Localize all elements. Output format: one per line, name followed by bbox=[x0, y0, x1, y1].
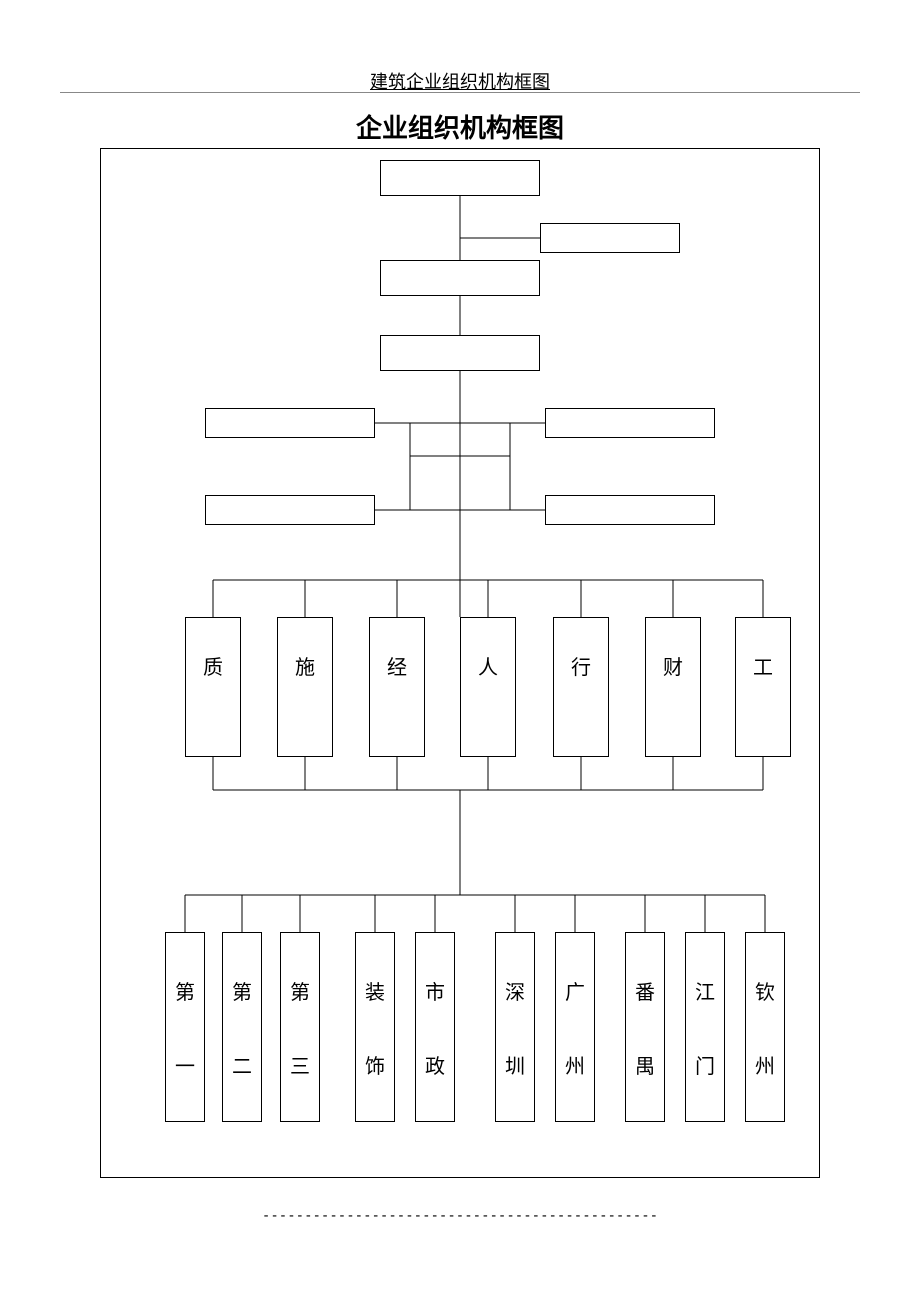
branch-label-2: 一 bbox=[175, 1050, 195, 1079]
branch-label-1: 番 bbox=[635, 976, 655, 1005]
branch-box-9: 钦州 bbox=[745, 932, 785, 1122]
node-top1 bbox=[380, 160, 540, 196]
branch-label-2: 三 bbox=[290, 1050, 310, 1079]
dept-box-1: 施 bbox=[277, 617, 333, 757]
branch-label-1: 钦 bbox=[755, 976, 775, 1005]
branch-label-1: 深 bbox=[505, 976, 525, 1005]
dept-label: 质 bbox=[203, 648, 223, 688]
dept-box-4: 行 bbox=[553, 617, 609, 757]
branch-label-2: 圳 bbox=[505, 1050, 525, 1079]
branch-label-2: 门 bbox=[695, 1050, 715, 1079]
node-m_ul bbox=[205, 408, 375, 438]
dept-label: 施 bbox=[295, 648, 315, 688]
branch-label-2: 二 bbox=[232, 1050, 252, 1079]
branch-box-4: 市政 bbox=[415, 932, 455, 1122]
footer-dashes: ----------------------------------------… bbox=[0, 1208, 920, 1224]
dept-box-3: 人 bbox=[460, 617, 516, 757]
branch-box-6: 广州 bbox=[555, 932, 595, 1122]
node-top2 bbox=[380, 260, 540, 296]
branch-label-2: 州 bbox=[565, 1050, 585, 1079]
dept-label: 财 bbox=[663, 648, 683, 688]
node-m_lr bbox=[545, 495, 715, 525]
branch-label-2: 州 bbox=[755, 1050, 775, 1079]
branch-box-2: 第三 bbox=[280, 932, 320, 1122]
branch-label-1: 江 bbox=[695, 976, 715, 1005]
branch-label-1: 第 bbox=[290, 976, 310, 1005]
node-m_ur bbox=[545, 408, 715, 438]
node-top2r bbox=[540, 223, 680, 253]
dept-box-5: 财 bbox=[645, 617, 701, 757]
dept-label: 行 bbox=[571, 648, 591, 688]
dept-box-2: 经 bbox=[369, 617, 425, 757]
branch-box-5: 深圳 bbox=[495, 932, 535, 1122]
branch-label-1: 装 bbox=[365, 976, 385, 1005]
branch-box-1: 第二 bbox=[222, 932, 262, 1122]
dept-box-0: 质 bbox=[185, 617, 241, 757]
page: 建筑企业组织机构框图 企业组织机构框图 质施经人行财工第一第二第三装饰市政深圳广… bbox=[0, 0, 920, 1302]
branch-label-2: 饰 bbox=[365, 1050, 385, 1079]
dept-label: 人 bbox=[478, 648, 498, 688]
branch-box-3: 装饰 bbox=[355, 932, 395, 1122]
dept-label: 工 bbox=[753, 648, 773, 688]
branch-box-0: 第一 bbox=[165, 932, 205, 1122]
node-top3 bbox=[380, 335, 540, 371]
branch-label-2: 禺 bbox=[635, 1050, 655, 1079]
branch-label-1: 市 bbox=[425, 976, 445, 1005]
branch-box-8: 江门 bbox=[685, 932, 725, 1122]
dept-label: 经 bbox=[387, 648, 407, 688]
branch-label-2: 政 bbox=[425, 1050, 445, 1079]
node-m_ll bbox=[205, 495, 375, 525]
branch-label-1: 第 bbox=[175, 976, 195, 1005]
branch-label-1: 第 bbox=[232, 976, 252, 1005]
branch-label-1: 广 bbox=[565, 976, 585, 1005]
dept-box-6: 工 bbox=[735, 617, 791, 757]
branch-box-7: 番禺 bbox=[625, 932, 665, 1122]
